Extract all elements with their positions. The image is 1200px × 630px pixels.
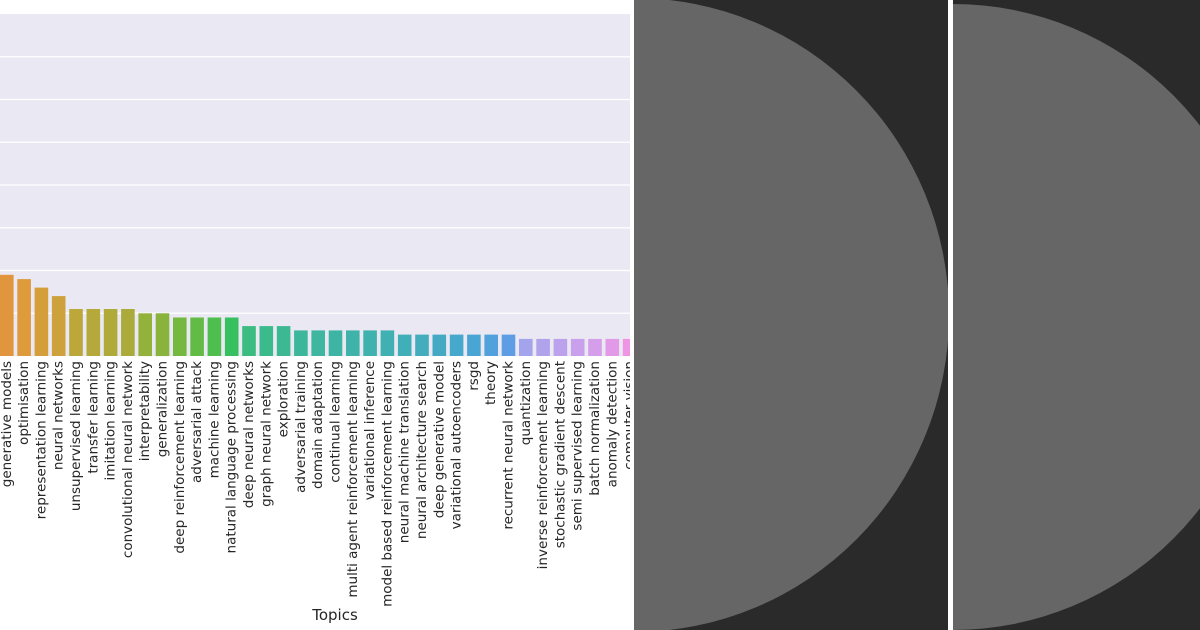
dark-panel-right — [953, 0, 1200, 630]
bars — [0, 274, 630, 357]
bar — [363, 330, 377, 356]
x-tick-label: interpretability — [137, 361, 153, 461]
bar — [397, 334, 412, 356]
bar — [553, 338, 568, 356]
bar — [190, 317, 204, 356]
bar — [346, 330, 360, 356]
bar — [276, 326, 291, 356]
bar — [501, 334, 516, 356]
bar — [121, 309, 135, 356]
bar — [605, 338, 620, 356]
x-axis-title: Topics — [311, 606, 358, 624]
x-tick-label: generative models — [0, 361, 15, 487]
panel-divider — [630, 0, 634, 630]
x-tick-label: multi agent reinforcement learning — [345, 361, 361, 598]
x-tick-label: semi supervised learning — [570, 361, 586, 531]
x-tick-label: inverse reinforcement learning — [535, 361, 551, 569]
x-tick-label: exploration — [276, 361, 292, 437]
bar — [415, 334, 429, 356]
x-tick-label: graph neural network — [258, 361, 274, 507]
bar — [103, 309, 118, 356]
bar — [242, 326, 256, 356]
bar — [155, 313, 170, 357]
x-tick-label: stochastic gradient descent — [552, 361, 568, 548]
bar — [449, 334, 464, 356]
bar — [173, 317, 187, 356]
x-tick-label: quantization — [518, 361, 534, 445]
x-tick-label: neural architecture search — [414, 361, 430, 539]
bar — [34, 287, 49, 356]
x-tick-label: recurrent neural network — [501, 361, 517, 530]
x-tick-label: variational inference — [362, 361, 378, 500]
half-circle-shape — [953, 4, 1200, 630]
x-tick-label: batch normalization — [587, 361, 603, 496]
bar — [138, 313, 152, 357]
x-tick-label: neural machine translation — [397, 361, 413, 543]
x-tick-label: adversarial training — [293, 361, 309, 493]
bar — [570, 338, 585, 356]
bar — [86, 309, 101, 356]
bar — [311, 330, 325, 356]
x-tick-label: transfer learning — [85, 361, 101, 474]
x-tick-label: convolutional neural network — [120, 361, 136, 558]
x-tick-label: domain adaptation — [310, 361, 326, 489]
bar — [224, 317, 239, 356]
bar — [259, 326, 274, 356]
bar — [588, 338, 602, 356]
bar — [536, 338, 550, 356]
x-tick-label: computer vision — [622, 361, 630, 470]
bar — [0, 274, 14, 356]
x-tick-label: machine learning — [206, 361, 222, 478]
x-tick-label: generalization — [155, 361, 171, 457]
x-tick-label: variational autoencoders — [449, 361, 465, 529]
bar — [207, 317, 222, 356]
x-tick-label: continual learning — [328, 361, 344, 483]
bar — [328, 330, 343, 356]
bar-chart: generative models optimisation representat… — [0, 14, 630, 624]
x-tick-label: representation learning — [33, 361, 49, 519]
half-circle-shape — [634, 0, 948, 630]
x-tick-label: deep neural networks — [241, 361, 257, 508]
x-tick-label: adversarial attack — [189, 361, 205, 483]
x-tick-label: optimisation — [16, 361, 32, 445]
x-tick-label: neural networks — [51, 361, 67, 470]
bar — [380, 330, 395, 356]
bar — [519, 338, 533, 356]
bar — [467, 334, 481, 356]
x-tick-labels: generative models optimisation representat… — [0, 361, 630, 607]
bar — [17, 279, 31, 356]
x-tick-label: imitation learning — [103, 361, 119, 480]
x-tick-label: theory — [483, 361, 499, 405]
dark-panel-left — [634, 0, 948, 630]
x-tick-label: rsgd — [466, 361, 482, 391]
bar — [69, 309, 83, 356]
x-tick-label: deep reinforcement learning — [172, 361, 188, 554]
x-tick-label: anomaly detection — [604, 361, 620, 487]
panel-divider — [948, 0, 953, 630]
x-tick-label: model based reinforcement learning — [379, 361, 395, 607]
bar — [51, 296, 66, 356]
x-tick-label: unsupervised learning — [68, 361, 84, 511]
bar-chart-panel: generative models optimisation representat… — [0, 14, 630, 624]
bar — [294, 330, 308, 356]
bar — [622, 338, 630, 356]
bar — [432, 334, 447, 356]
x-tick-label: natural language processing — [224, 361, 240, 553]
x-tick-label: deep generative model — [431, 361, 447, 518]
bar — [484, 334, 498, 356]
